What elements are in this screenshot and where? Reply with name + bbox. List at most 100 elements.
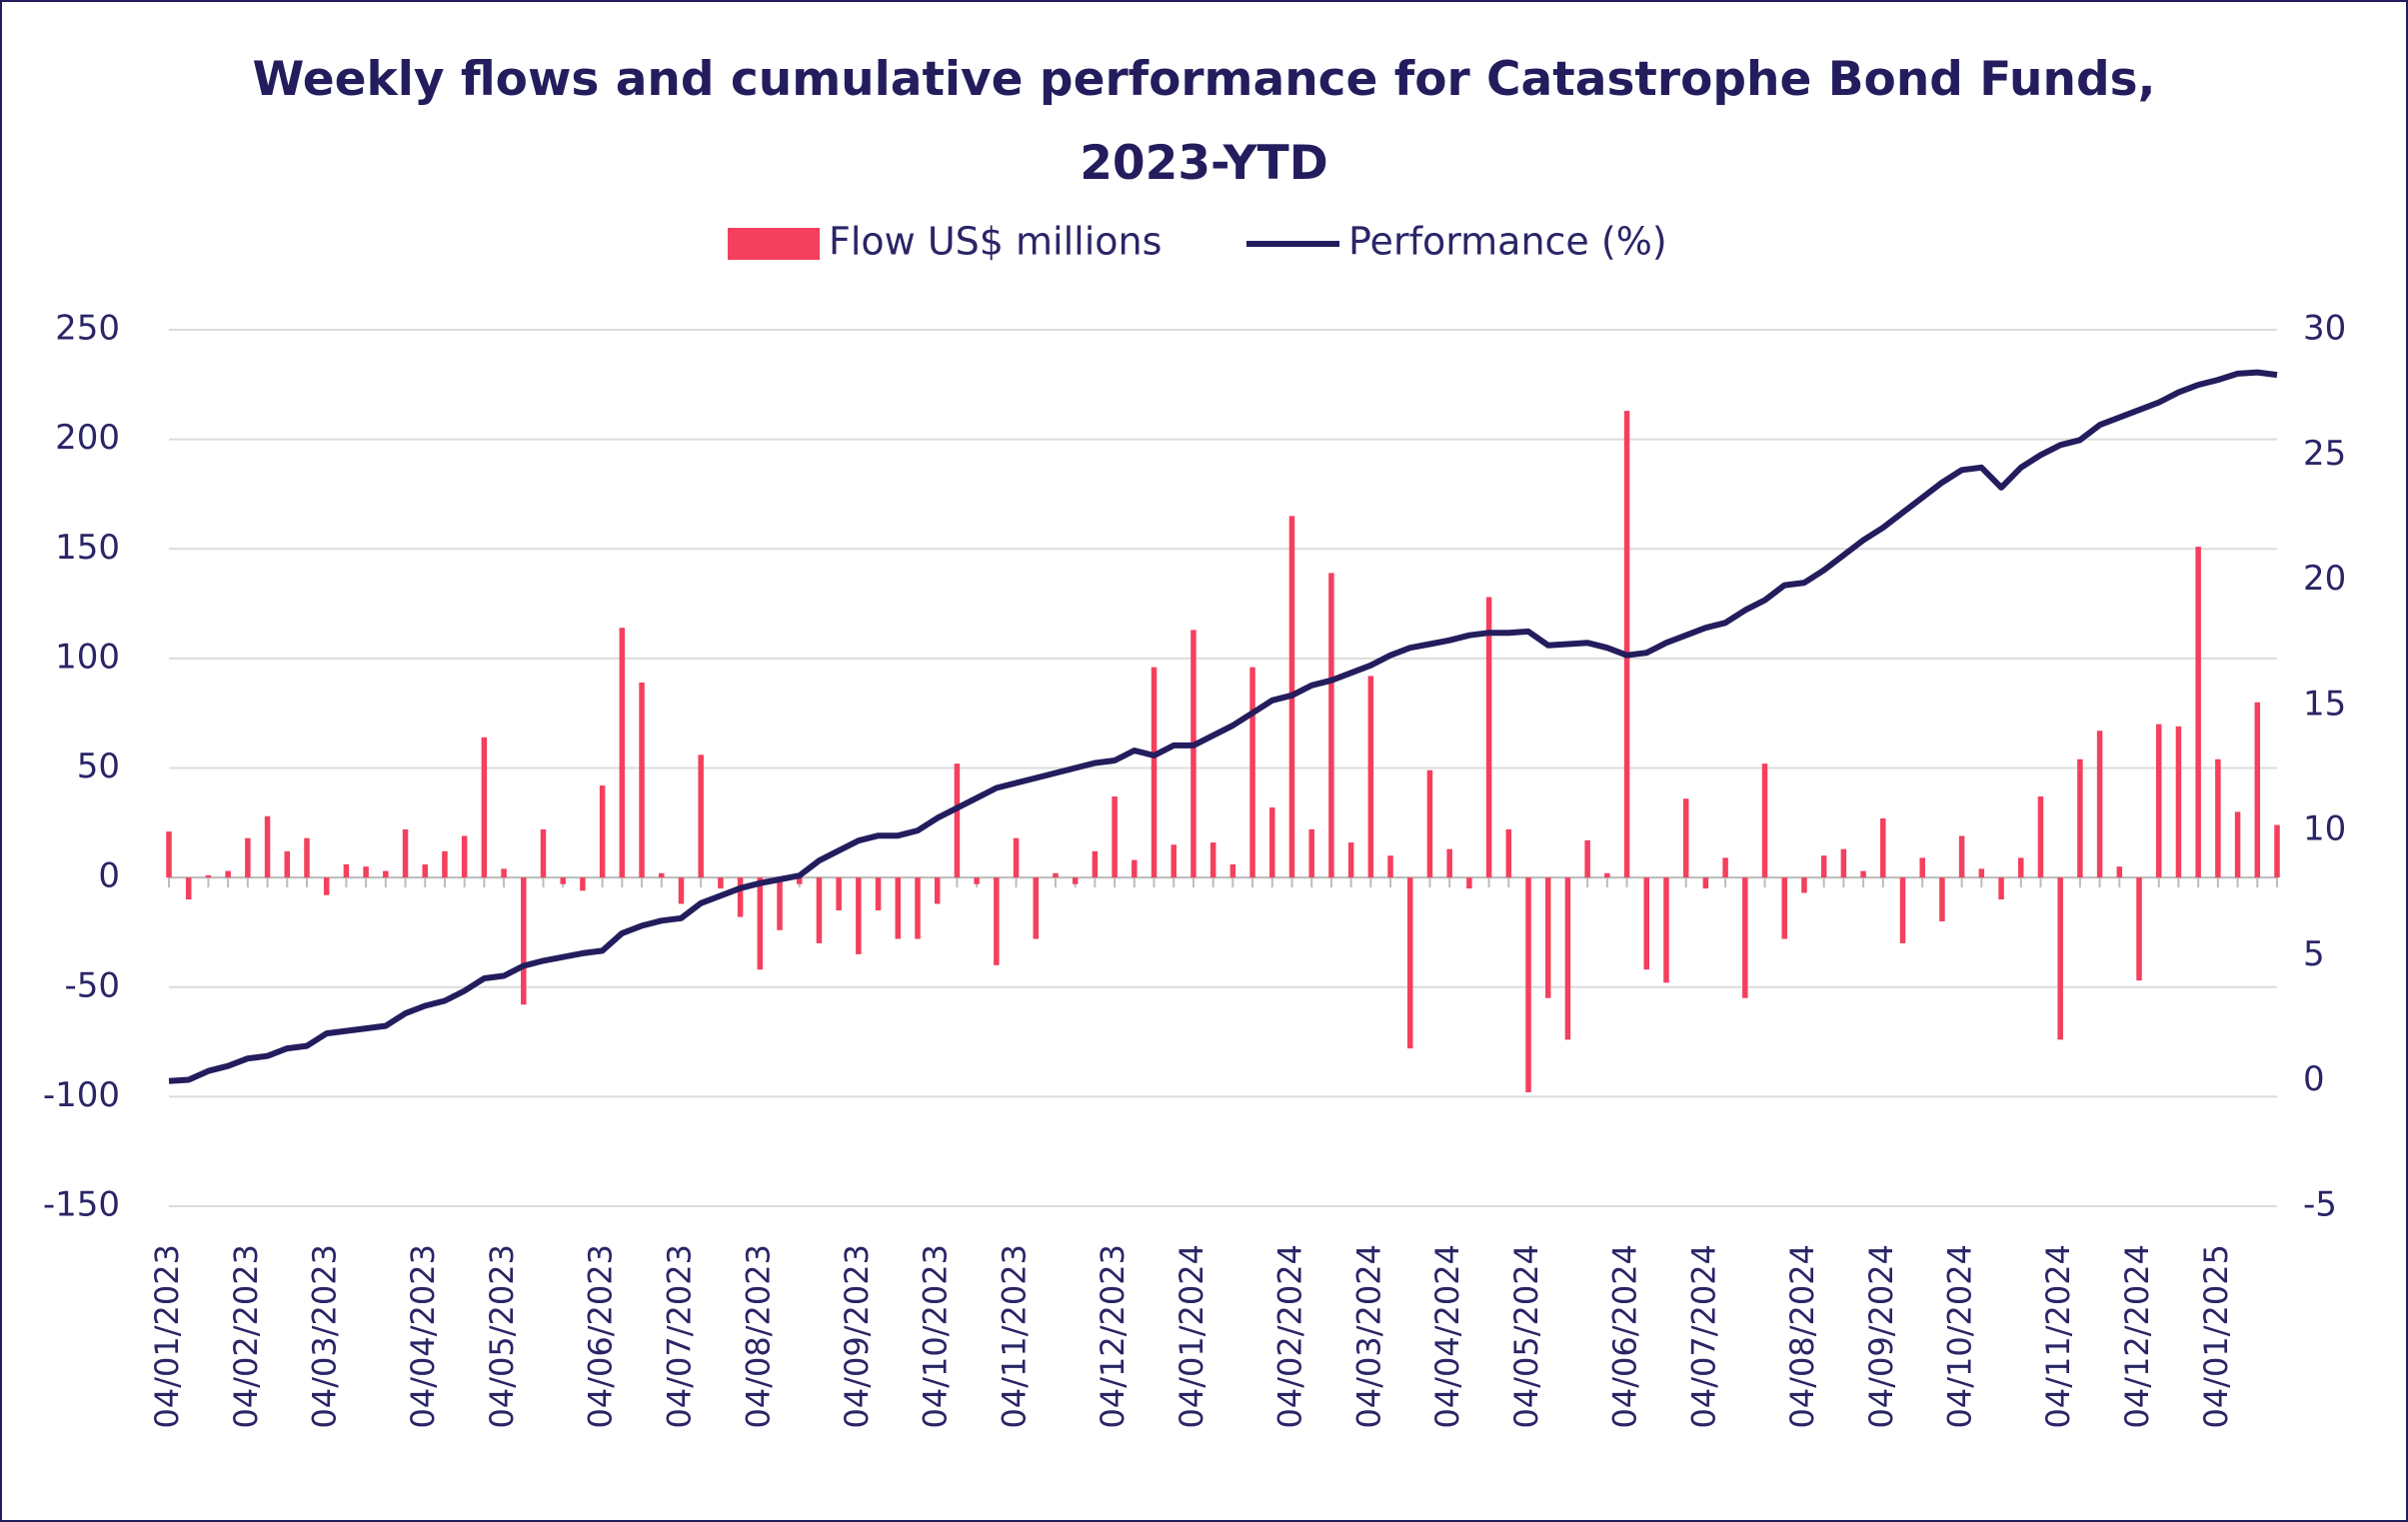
bar	[816, 877, 823, 943]
bar	[1564, 877, 1571, 1040]
bar	[2215, 759, 2221, 878]
x-tick-label: 04/06/2023	[582, 1244, 620, 1428]
bar	[1151, 667, 1158, 878]
bar	[461, 835, 468, 878]
bar	[934, 877, 941, 904]
x-tick-label: 04/11/2023	[996, 1244, 1034, 1428]
bar	[422, 863, 428, 878]
bar	[1426, 769, 1433, 878]
bar	[2018, 857, 2024, 878]
bar	[1998, 877, 2004, 900]
bar	[442, 850, 448, 878]
bar	[1209, 842, 1216, 878]
x-tick-label: 04/10/2023	[917, 1244, 955, 1428]
x-tick-label: 04/06/2024	[1606, 1244, 1644, 1428]
bar	[639, 682, 645, 878]
y-tick-label: 150	[55, 528, 120, 568]
bar	[363, 866, 369, 878]
bar	[1505, 828, 1512, 878]
bar	[836, 877, 842, 911]
bar	[1112, 796, 1118, 878]
x-tick-label: 04/07/2024	[1684, 1244, 1722, 1428]
bar	[1722, 857, 1728, 878]
bar	[580, 877, 586, 891]
x-tick-label: 04/02/2023	[227, 1244, 265, 1428]
bar	[1939, 877, 1945, 921]
bar	[659, 872, 665, 878]
x-tick-label: 04/10/2024	[1941, 1244, 1979, 1428]
y-tick-label: -150	[43, 1185, 120, 1225]
bar	[1308, 828, 1314, 878]
bar	[1269, 806, 1275, 878]
x-tick-label: 04/09/2024	[1862, 1244, 1900, 1428]
bar	[1820, 855, 1827, 878]
bar	[245, 837, 251, 878]
y2-tick-label: 0	[2303, 1059, 2325, 1099]
bar	[540, 828, 547, 878]
bar	[1033, 877, 1040, 939]
bar	[2274, 824, 2280, 878]
x-tick-label: 04/01/2023	[148, 1244, 186, 1428]
y2-tick-label: 25	[2303, 434, 2346, 474]
bar	[678, 877, 685, 904]
bar	[777, 877, 783, 930]
bar	[1525, 877, 1531, 1092]
bar	[1229, 863, 1236, 878]
bar	[1053, 872, 1059, 878]
x-tick-label: 04/09/2023	[838, 1244, 876, 1428]
x-tick-label: 04/11/2024	[2039, 1244, 2077, 1428]
bar	[481, 737, 488, 878]
bar	[1761, 763, 1768, 878]
bar	[1191, 630, 1197, 878]
bar	[895, 877, 902, 939]
x-tick-label: 04/03/2024	[1349, 1244, 1387, 1428]
bar	[1919, 857, 1925, 878]
bar	[599, 785, 606, 878]
x-tick-label: 04/03/2023	[306, 1244, 344, 1428]
bar	[2057, 877, 2063, 1040]
bar	[2096, 731, 2103, 878]
bar	[1171, 844, 1177, 878]
x-tick-label: 04/08/2024	[1783, 1244, 1821, 1428]
bar	[2254, 702, 2261, 878]
y2-tick-label: 20	[2303, 559, 2346, 599]
x-tick-label: 04/05/2023	[483, 1244, 521, 1428]
x-tick-label: 04/04/2023	[404, 1244, 442, 1428]
bar	[856, 877, 862, 954]
y2-tick-label: 10	[2303, 809, 2346, 849]
bar	[1781, 877, 1787, 939]
y-tick-label: 0	[98, 856, 120, 896]
bar	[954, 763, 961, 878]
x-tick-label: 04/05/2024	[1507, 1244, 1545, 1428]
bar	[915, 877, 921, 939]
y-tick-label: 50	[77, 747, 120, 786]
x-tick-label: 04/12/2024	[2118, 1244, 2156, 1428]
bar	[1092, 850, 1099, 878]
bar	[1328, 573, 1334, 878]
legend-swatch	[728, 228, 820, 260]
bar	[737, 877, 744, 917]
bar	[757, 877, 764, 970]
bar	[1958, 835, 1965, 878]
bar	[1801, 877, 1807, 893]
bar	[1132, 859, 1138, 878]
bar	[796, 877, 803, 884]
chart-title: Weekly flows and cumulative performance …	[252, 52, 2156, 191]
x-tick-label: 04/01/2025	[2197, 1244, 2235, 1428]
bar	[1544, 877, 1551, 998]
legend-label: Flow US$ millions	[829, 220, 1162, 264]
bar	[1880, 817, 1886, 878]
x-tick-label: 04/12/2023	[1094, 1244, 1132, 1428]
bar	[1446, 848, 1452, 878]
bar	[1485, 597, 1492, 878]
bar	[994, 877, 1000, 965]
bar	[619, 628, 626, 878]
bar	[264, 815, 271, 878]
bar	[1072, 877, 1079, 884]
bar	[1899, 877, 1906, 943]
bar	[1623, 411, 1630, 878]
bar	[1840, 848, 1847, 878]
bar	[875, 877, 882, 911]
